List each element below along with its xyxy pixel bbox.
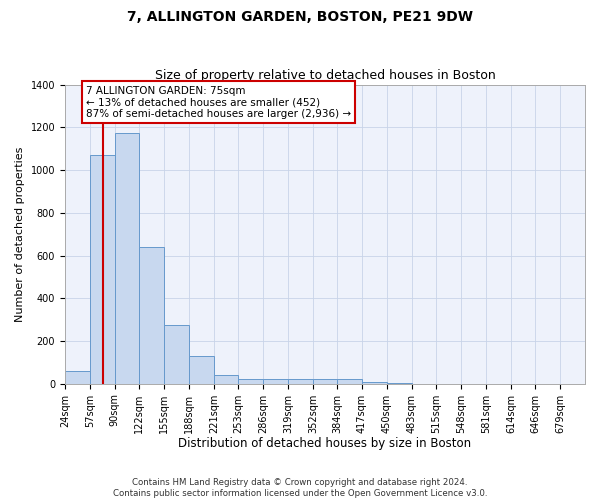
Text: 7, ALLINGTON GARDEN, BOSTON, PE21 9DW: 7, ALLINGTON GARDEN, BOSTON, PE21 9DW: [127, 10, 473, 24]
Bar: [263, 380, 288, 384]
Bar: [139, 247, 164, 384]
Bar: [313, 380, 337, 384]
Bar: [362, 382, 387, 384]
Bar: [387, 382, 412, 384]
Text: Contains HM Land Registry data © Crown copyright and database right 2024.
Contai: Contains HM Land Registry data © Crown c…: [113, 478, 487, 498]
Bar: [214, 375, 238, 384]
Bar: [115, 132, 139, 384]
Y-axis label: Number of detached properties: Number of detached properties: [15, 146, 25, 322]
Title: Size of property relative to detached houses in Boston: Size of property relative to detached ho…: [155, 69, 496, 82]
Bar: [337, 380, 362, 384]
Text: 7 ALLINGTON GARDEN: 75sqm
← 13% of detached houses are smaller (452)
87% of semi: 7 ALLINGTON GARDEN: 75sqm ← 13% of detac…: [86, 86, 351, 119]
Bar: [189, 356, 214, 384]
Bar: [238, 380, 263, 384]
Bar: [90, 155, 115, 384]
Bar: [164, 325, 189, 384]
X-axis label: Distribution of detached houses by size in Boston: Distribution of detached houses by size …: [178, 437, 472, 450]
Bar: [288, 380, 313, 384]
Bar: [65, 371, 90, 384]
